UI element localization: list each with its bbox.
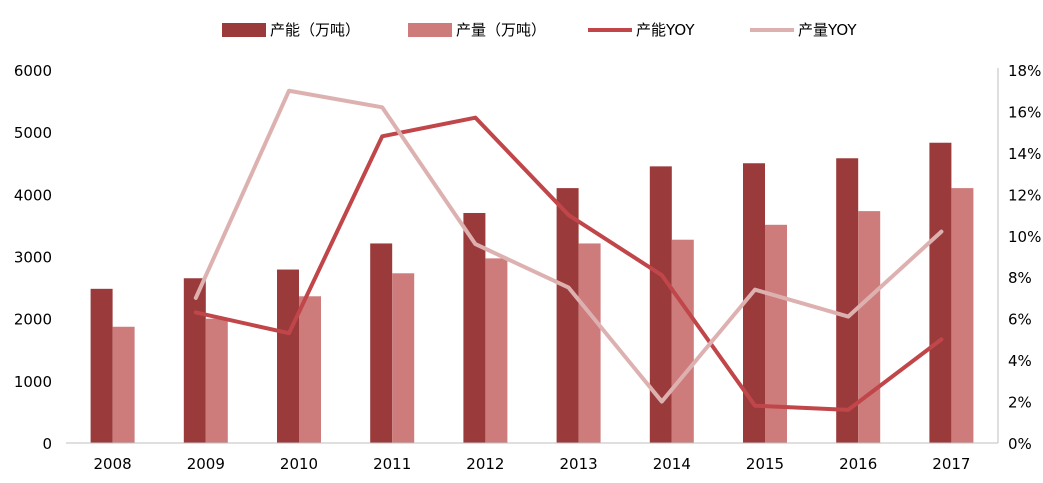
bar-output-2014	[671, 239, 694, 443]
bar-output-2012	[485, 258, 508, 443]
y-left-tick-label-5000: 5000	[14, 124, 52, 142]
y-right-tick-label-8pct: 8%	[1008, 269, 1032, 287]
y-right-tick-label-2pct: 2%	[1008, 394, 1032, 412]
y-right-tick-label-16pct: 16%	[1008, 103, 1041, 121]
legend-label-output-yoy: 产量YOY	[798, 21, 857, 39]
bar-output-2015	[765, 224, 787, 443]
y-left-tick-label-1000: 1000	[14, 373, 52, 391]
x-tick-label-2014: 2014	[653, 455, 691, 473]
y-left-tick-label-2000: 2000	[14, 311, 52, 329]
y-right-tick-label-18pct: 18%	[1008, 62, 1041, 80]
x-tick-label-2010: 2010	[280, 455, 318, 473]
bar-output-2008	[112, 326, 135, 443]
legend: 产能（万吨） 产量（万吨） 产能YOY 产量YOY	[222, 21, 857, 39]
y-right-tick-label-6pct: 6%	[1008, 311, 1032, 329]
y-right-tick-label-12pct: 12%	[1008, 186, 1041, 204]
bar-output-2009	[205, 318, 228, 443]
bar-capacity-2016	[836, 158, 859, 443]
bar-capacity-2009	[183, 278, 206, 443]
bar-output-2013	[578, 243, 601, 443]
y-axis-left: 0 1000 2000 3000 4000 5000 6000	[14, 62, 52, 453]
line-capacity-yoy	[193, 115, 944, 412]
x-tick-label-2017: 2017	[932, 455, 970, 473]
x-tick-label-2008: 2008	[94, 455, 132, 473]
y-right-tick-label-14pct: 14%	[1008, 145, 1041, 163]
legend-label-capacity: 产能（万吨）	[270, 21, 360, 39]
y-left-tick-label-3000: 3000	[14, 249, 52, 267]
x-tick-label-2013: 2013	[560, 455, 598, 473]
bar-output-2016	[858, 211, 881, 443]
lines-layer	[193, 88, 944, 412]
y-left-tick-label-4000: 4000	[14, 186, 52, 204]
x-tick-label-2012: 2012	[466, 455, 504, 473]
bar-output-2010	[299, 296, 321, 443]
bar-capacity-2015	[743, 163, 765, 443]
y-right-tick-label-10pct: 10%	[1008, 228, 1041, 246]
bar-output-2017	[951, 188, 974, 443]
bar-capacity-2008	[90, 288, 113, 443]
y-right-tick-label-0pct: 0%	[1008, 435, 1032, 453]
bar-capacity-2013	[556, 188, 579, 443]
legend-swatch-output	[408, 23, 452, 37]
bar-capacity-2014	[649, 166, 672, 443]
x-tick-label-2015: 2015	[746, 455, 784, 473]
x-tick-label-2016: 2016	[839, 455, 877, 473]
bar-capacity-2017	[929, 142, 952, 444]
bar-capacity-2010	[277, 269, 299, 443]
x-axis: 2008 2009 2010 2011 2012 2013 2014 2015 2016 2017	[66, 442, 998, 473]
y-left-tick-label-6000: 6000	[14, 62, 52, 80]
legend-label-capacity-yoy: 产能YOY	[636, 21, 695, 39]
bar-output-2011	[392, 273, 415, 443]
y-right-tick-label-4pct: 4%	[1008, 352, 1032, 370]
legend-label-output: 产量（万吨）	[456, 21, 546, 39]
line-output-yoy	[193, 88, 944, 404]
y-axis-right: 0% 2% 4% 6% 8% 10% 12% 14% 16% 18%	[997, 62, 1041, 453]
bar-capacity-2011	[370, 243, 393, 443]
bars-layer	[90, 142, 974, 444]
bar-capacity-2012	[463, 212, 486, 443]
x-tick-label-2011: 2011	[373, 455, 411, 473]
legend-swatch-capacity	[222, 23, 266, 37]
y-left-tick-label-0: 0	[42, 435, 52, 453]
x-tick-label-2009: 2009	[187, 455, 225, 473]
